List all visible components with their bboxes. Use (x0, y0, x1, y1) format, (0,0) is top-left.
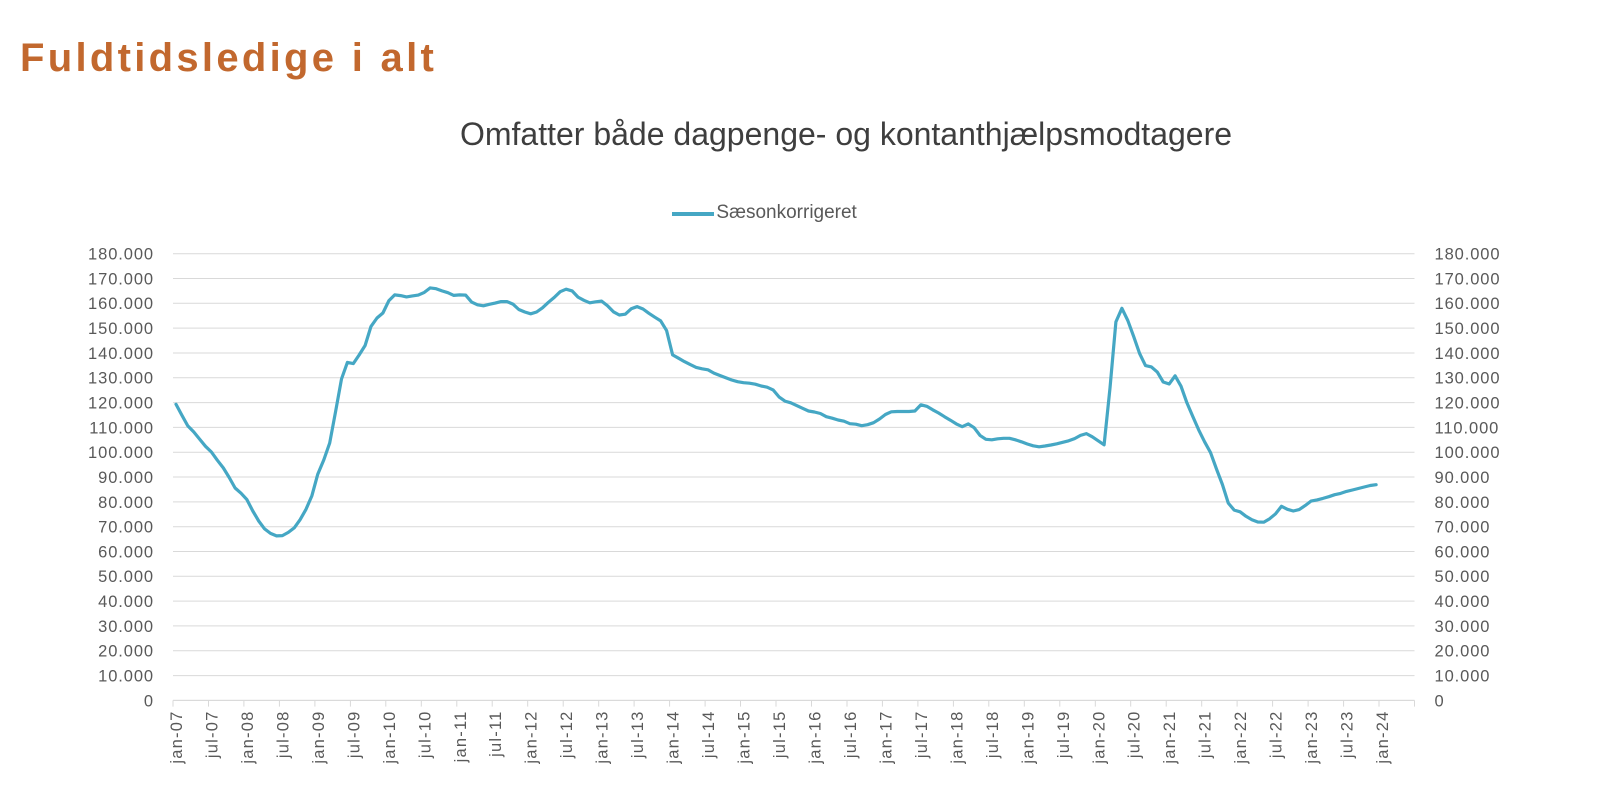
svg-text:0: 0 (144, 692, 154, 710)
svg-text:jul-15: jul-15 (771, 711, 789, 760)
svg-text:20.000: 20.000 (1435, 643, 1491, 661)
svg-text:80.000: 80.000 (98, 494, 154, 512)
svg-text:jan-09: jan-09 (310, 711, 328, 765)
svg-text:160.000: 160.000 (1435, 295, 1501, 313)
svg-text:jul-18: jul-18 (984, 711, 1002, 760)
svg-text:jan-23: jan-23 (1303, 711, 1321, 765)
svg-text:130.000: 130.000 (88, 370, 154, 388)
svg-text:10.000: 10.000 (98, 668, 154, 686)
svg-text:jan-17: jan-17 (877, 711, 895, 765)
svg-text:50.000: 50.000 (98, 568, 154, 586)
svg-text:10.000: 10.000 (1435, 668, 1491, 686)
svg-text:180.000: 180.000 (1435, 246, 1501, 264)
svg-text:170.000: 170.000 (1435, 270, 1501, 288)
svg-text:120.000: 120.000 (1435, 395, 1501, 413)
svg-text:jan-22: jan-22 (1232, 711, 1250, 765)
svg-text:90.000: 90.000 (98, 469, 154, 487)
svg-text:jan-16: jan-16 (807, 711, 825, 765)
svg-text:jan-21: jan-21 (1161, 711, 1179, 765)
svg-text:150.000: 150.000 (1435, 320, 1501, 338)
svg-text:60.000: 60.000 (1435, 543, 1491, 561)
svg-text:jul-13: jul-13 (629, 711, 647, 760)
svg-text:jan-18: jan-18 (948, 711, 966, 765)
svg-text:180.000: 180.000 (88, 246, 154, 264)
svg-text:jan-13: jan-13 (594, 711, 612, 765)
svg-text:90.000: 90.000 (1435, 469, 1491, 487)
svg-text:jan-14: jan-14 (665, 711, 683, 765)
svg-text:jul-08: jul-08 (274, 711, 292, 760)
svg-text:jan-11: jan-11 (452, 711, 470, 764)
svg-text:jul-19: jul-19 (1055, 711, 1073, 760)
svg-text:jul-10: jul-10 (416, 711, 434, 760)
svg-text:0: 0 (1435, 692, 1445, 710)
svg-text:jul-07: jul-07 (204, 711, 222, 760)
svg-text:40.000: 40.000 (98, 593, 154, 611)
svg-text:jan-10: jan-10 (381, 711, 399, 765)
svg-text:jul-14: jul-14 (700, 711, 718, 760)
svg-text:100.000: 100.000 (88, 444, 154, 462)
svg-text:150.000: 150.000 (88, 320, 154, 338)
svg-text:50.000: 50.000 (1435, 568, 1491, 586)
svg-text:70.000: 70.000 (98, 519, 154, 537)
svg-text:jul-16: jul-16 (842, 711, 860, 760)
svg-text:jul-22: jul-22 (1268, 711, 1286, 760)
svg-text:jan-07: jan-07 (168, 711, 186, 765)
svg-text:jul-09: jul-09 (345, 711, 363, 760)
svg-text:130.000: 130.000 (1435, 370, 1501, 388)
svg-text:jan-19: jan-19 (1019, 711, 1037, 765)
svg-text:jan-20: jan-20 (1090, 711, 1108, 765)
svg-text:80.000: 80.000 (1435, 494, 1491, 512)
svg-text:110.000: 110.000 (89, 419, 154, 437)
svg-text:30.000: 30.000 (98, 618, 154, 636)
svg-text:jul-21: jul-21 (1197, 711, 1215, 760)
svg-text:120.000: 120.000 (88, 395, 154, 413)
svg-text:20.000: 20.000 (98, 643, 154, 661)
svg-text:140.000: 140.000 (88, 345, 154, 363)
svg-text:110.000: 110.000 (1435, 419, 1500, 437)
svg-text:jul-23: jul-23 (1339, 711, 1357, 760)
svg-text:jul-11: jul-11 (487, 711, 505, 758)
svg-text:jan-12: jan-12 (523, 711, 541, 765)
svg-text:jul-12: jul-12 (558, 711, 576, 760)
svg-text:jul-17: jul-17 (913, 711, 931, 760)
svg-text:jan-15: jan-15 (736, 711, 754, 765)
svg-text:100.000: 100.000 (1435, 444, 1501, 462)
svg-text:30.000: 30.000 (1435, 618, 1491, 636)
svg-text:140.000: 140.000 (1435, 345, 1501, 363)
svg-text:jan-24: jan-24 (1374, 711, 1392, 765)
svg-text:160.000: 160.000 (88, 295, 154, 313)
svg-text:70.000: 70.000 (1435, 519, 1491, 537)
svg-text:60.000: 60.000 (98, 543, 154, 561)
svg-text:40.000: 40.000 (1435, 593, 1491, 611)
svg-text:170.000: 170.000 (88, 270, 154, 288)
svg-text:jul-20: jul-20 (1126, 711, 1144, 760)
svg-text:jan-08: jan-08 (239, 711, 257, 765)
